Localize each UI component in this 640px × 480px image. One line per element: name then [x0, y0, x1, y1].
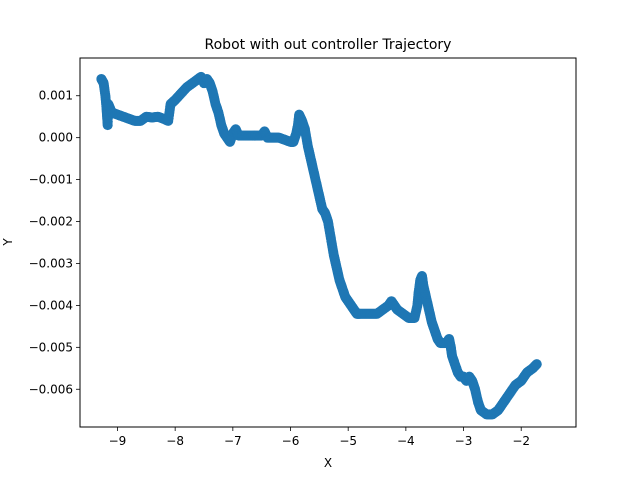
data-point [531, 359, 542, 370]
x-tick-label: −8 [166, 434, 184, 448]
chart-title: Robot with out controller Trajectory [205, 37, 452, 53]
plot-frame [79, 57, 577, 428]
x-tick-label: −9 [109, 434, 127, 448]
y-tick-label: −0.006 [29, 382, 73, 396]
y-axis-label: Y [1, 238, 15, 247]
y-axis: 0.001 0.000 −0.001 −0.002 −0.003 −0.004 −0.005… [29, 89, 80, 396]
x-tick-label: −7 [224, 434, 242, 448]
y-tick-label: −0.004 [29, 298, 73, 312]
x-tick-label: −5 [339, 434, 357, 448]
y-tick-label: −0.001 [29, 173, 73, 187]
y-tick-label: −0.002 [29, 215, 73, 229]
y-tick-label: 0.001 [39, 89, 73, 103]
y-tick-label: −0.003 [29, 256, 73, 270]
x-axis: −9 −8 −7 −6 −5 −4 −3 −2 [109, 427, 530, 448]
x-tick-label: −2 [512, 434, 530, 448]
x-axis-label: X [324, 456, 332, 470]
x-tick-label: −3 [455, 434, 473, 448]
y-tick-label: −0.005 [29, 340, 73, 354]
y-tick-label: 0.000 [39, 131, 73, 145]
x-tick-label: −4 [397, 434, 415, 448]
x-tick-label: −6 [282, 434, 300, 448]
scatter-points [96, 71, 542, 420]
